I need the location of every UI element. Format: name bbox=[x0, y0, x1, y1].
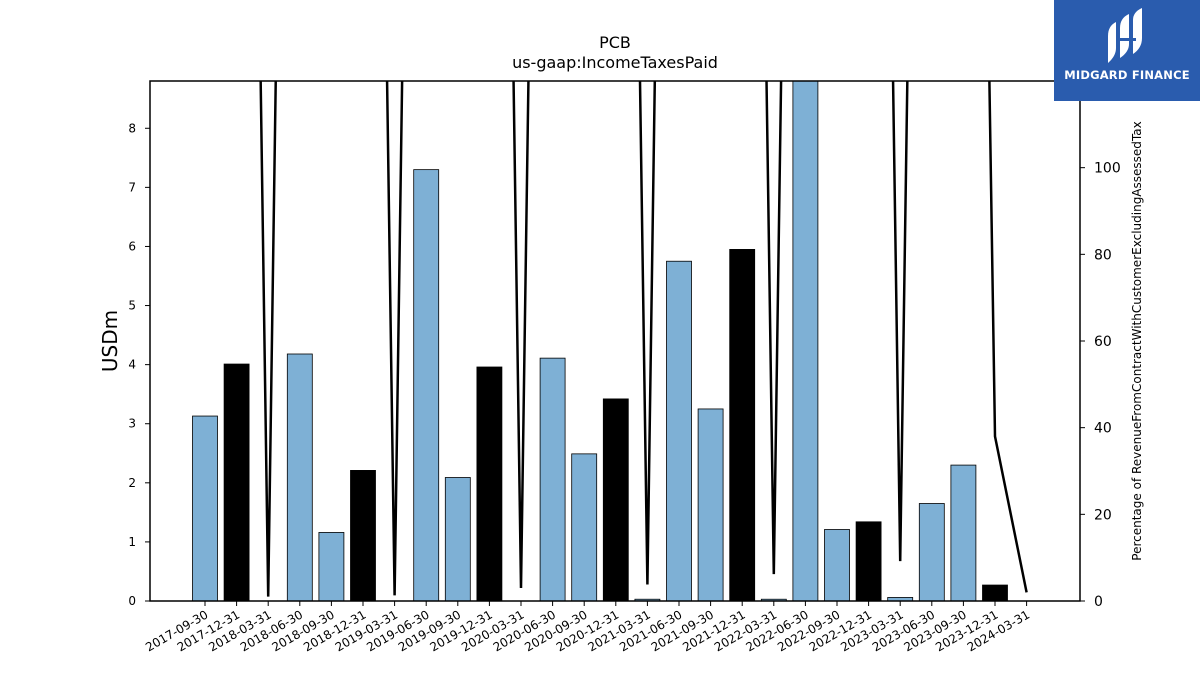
left-tick-label: 8 bbox=[128, 121, 136, 135]
bar bbox=[982, 584, 1008, 602]
bar bbox=[918, 503, 945, 602]
bar bbox=[192, 415, 218, 602]
right-axis: 0 20 40 60 80 100 bbox=[1080, 161, 1121, 610]
left-tick-label: 0 bbox=[128, 594, 136, 608]
bar bbox=[223, 363, 250, 602]
x-axis: 2017-09-302017-12-312018-03-312018-06-30… bbox=[143, 601, 1032, 654]
left-tick-label: 5 bbox=[128, 299, 136, 313]
bar bbox=[792, 80, 819, 602]
bar bbox=[539, 357, 566, 602]
chart-title: PCB bbox=[599, 33, 631, 52]
bar-series bbox=[192, 80, 1008, 602]
logo-text: MIDGARD FINANCE bbox=[1064, 68, 1190, 82]
bar bbox=[855, 521, 882, 602]
right-tick-label: 80 bbox=[1094, 247, 1112, 263]
bar bbox=[697, 408, 724, 602]
right-tick-label: 20 bbox=[1094, 507, 1112, 523]
logo-mark-icon bbox=[1108, 8, 1142, 63]
right-tick-label: 40 bbox=[1094, 421, 1112, 437]
bar bbox=[729, 249, 756, 602]
bar bbox=[824, 529, 850, 602]
chart-subtitle: us-gaap:IncomeTaxesPaid bbox=[512, 53, 718, 72]
bar bbox=[950, 464, 977, 602]
y-axis-label: USDm bbox=[98, 310, 122, 372]
y2-axis-label: Percentage of RevenueFromContractWithCus… bbox=[1130, 121, 1144, 560]
right-tick-label: 60 bbox=[1094, 334, 1112, 350]
left-tick-label: 3 bbox=[128, 417, 136, 431]
bar bbox=[476, 366, 503, 602]
left-tick-label: 1 bbox=[128, 535, 136, 549]
left-tick-label: 6 bbox=[128, 239, 136, 253]
right-tick-label: 100 bbox=[1094, 161, 1121, 177]
left-axis: 0 1 2 3 4 5 6 7 8 bbox=[128, 121, 150, 608]
left-tick-label: 2 bbox=[128, 476, 136, 490]
line-series bbox=[259, 81, 1028, 597]
bar bbox=[318, 532, 345, 602]
bar bbox=[444, 477, 471, 602]
bar bbox=[350, 470, 376, 602]
bar bbox=[286, 353, 313, 602]
bar bbox=[413, 169, 440, 602]
line bbox=[259, 81, 1028, 597]
bar bbox=[602, 398, 629, 602]
bar bbox=[571, 453, 598, 602]
brand-logo: MIDGARD FINANCE bbox=[1054, 0, 1200, 101]
right-tick-label: 0 bbox=[1094, 594, 1103, 610]
bar bbox=[666, 260, 692, 602]
left-tick-label: 4 bbox=[128, 358, 136, 372]
left-tick-label: 7 bbox=[128, 180, 136, 194]
